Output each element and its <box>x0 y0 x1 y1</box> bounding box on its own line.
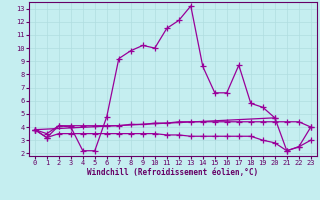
X-axis label: Windchill (Refroidissement éolien,°C): Windchill (Refroidissement éolien,°C) <box>87 168 258 177</box>
